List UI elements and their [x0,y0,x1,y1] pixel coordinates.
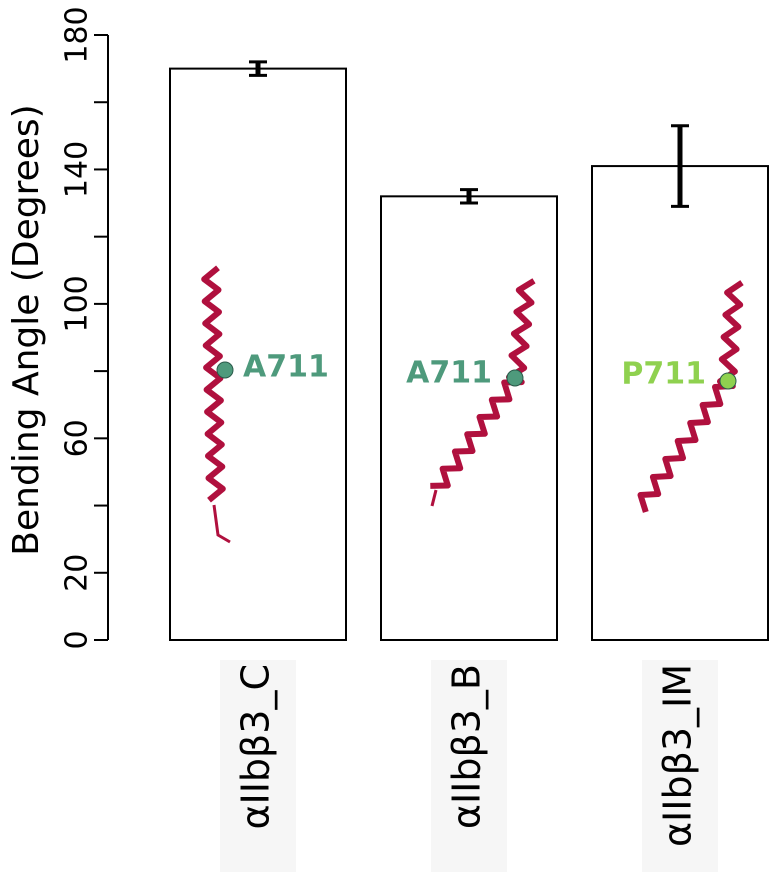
bar [169,67,347,642]
x-tick-label: αIIbβ3_B [445,664,489,829]
helix-illustrations [201,265,744,544]
helix [201,265,226,503]
label-background [642,660,718,872]
y-tick-label: 140 [60,141,95,198]
helix [430,278,536,489]
label-background [220,660,296,872]
label-background [431,660,507,872]
y-axis-label: Bending Angle (Degrees) [6,104,47,555]
residue-sphere [216,361,234,379]
residue-sphere [719,372,737,390]
y-tick-label: 180 [60,6,95,63]
annotation: P711 [621,357,706,392]
helix-tail [212,504,231,544]
x-tick-label: αIIbβ3_C [234,664,278,830]
residue-sphere [506,369,524,387]
bar [380,195,558,641]
helix-tail [430,489,438,507]
helix [637,280,744,513]
y-tick-label: 100 [60,275,95,332]
bar [591,165,769,641]
y-tick-label: 60 [60,419,95,457]
y-tick-label: 20 [60,554,95,592]
annotation: A711 [243,350,329,385]
x-tick-label: αIIbβ3_IM [656,664,700,847]
y-tick-label: 0 [60,630,95,649]
annotation: A711 [406,356,492,391]
